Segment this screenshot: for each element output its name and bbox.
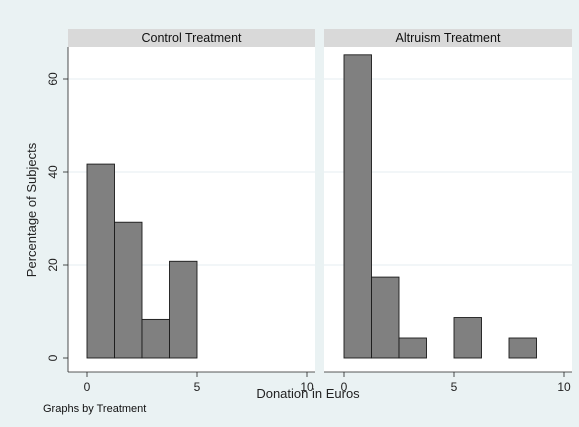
y-ticks: 0 20 40 60 bbox=[46, 72, 68, 361]
histogram-bar bbox=[114, 221, 143, 359]
y-tick-label: 20 bbox=[46, 258, 60, 272]
bars-control bbox=[86, 163, 198, 359]
y-tick-label: 60 bbox=[46, 72, 60, 86]
x-tick-label: 0 bbox=[84, 380, 91, 394]
y-tick-label: 40 bbox=[46, 165, 60, 179]
panel-control: Control Treatment 0 5 10 bbox=[67, 29, 315, 394]
histogram-bar bbox=[343, 54, 372, 359]
histogram-bar bbox=[169, 260, 198, 359]
x-ticks-control: 0 5 10 bbox=[84, 372, 314, 394]
bars-altruism bbox=[343, 54, 537, 359]
histogram-bar bbox=[508, 337, 537, 359]
panel-altruism: Altruism Treatment 0 5 10 bbox=[324, 29, 572, 394]
y-tick-label: 0 bbox=[46, 354, 60, 361]
histogram-bar bbox=[86, 163, 115, 359]
x-tick-label: 5 bbox=[451, 380, 458, 394]
x-tick-label: 5 bbox=[194, 380, 201, 394]
x-ticks-altruism: 0 5 10 bbox=[341, 372, 571, 394]
histogram-bar bbox=[141, 318, 170, 359]
panel-strip-control bbox=[68, 29, 315, 47]
histogram-bar bbox=[371, 276, 400, 359]
panel-title-altruism: Altruism Treatment bbox=[396, 31, 501, 45]
panel-title-control: Control Treatment bbox=[141, 31, 242, 45]
x-tick-label: 0 bbox=[341, 380, 348, 394]
histogram-bar bbox=[398, 337, 427, 359]
panel-strip-altruism bbox=[324, 29, 572, 47]
x-tick-label: 10 bbox=[300, 380, 314, 394]
x-axis-title: Donation in Euros bbox=[256, 386, 360, 401]
graphs-by-note: Graphs by Treatment bbox=[43, 403, 146, 415]
y-axis-title: Percentage of Subjects bbox=[24, 142, 39, 277]
x-tick-label: 10 bbox=[557, 380, 571, 394]
histogram-bar bbox=[453, 317, 482, 359]
